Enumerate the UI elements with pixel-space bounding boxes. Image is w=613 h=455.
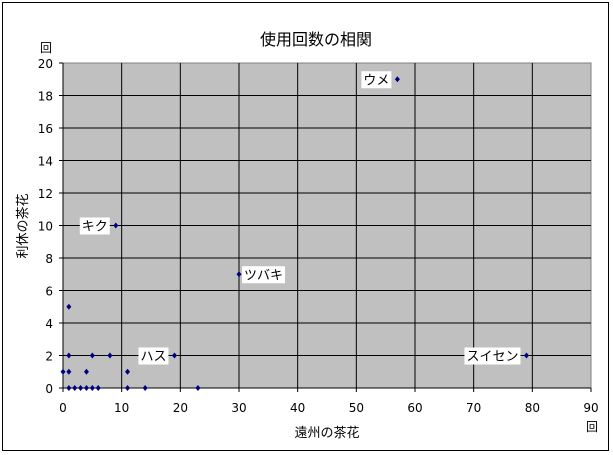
data-point (89, 385, 95, 391)
y-tick-label: 6 (45, 285, 53, 299)
point-annotation: キク (79, 217, 110, 235)
x-tick-label: 50 (349, 401, 364, 415)
data-point (125, 385, 131, 391)
gridlines (63, 63, 591, 388)
data-point (66, 303, 72, 310)
data-point (78, 385, 84, 391)
y-axis-unit: 回 (40, 41, 52, 55)
data-point (66, 368, 72, 375)
data-point (236, 271, 242, 278)
annotation-label: ハス (140, 350, 166, 365)
annotation-label: キク (82, 220, 108, 235)
data-point (83, 385, 89, 391)
y-tick-label: 4 (45, 317, 53, 331)
data-points (60, 76, 529, 391)
y-tick-label: 10 (38, 220, 53, 234)
x-tick-label: 60 (407, 401, 422, 415)
y-tick-label: 18 (38, 90, 53, 104)
data-point (89, 352, 95, 359)
y-tick-label: 14 (38, 155, 53, 169)
y-tick-label: 8 (45, 252, 53, 266)
data-point (60, 368, 66, 375)
y-axis-label: 利休の茶花 (15, 193, 31, 258)
y-tick-label: 0 (45, 382, 53, 396)
x-tick-label: 90 (583, 401, 598, 415)
x-axis-unit: 回 (586, 420, 598, 434)
point-annotation: スイセン (464, 347, 521, 365)
point-annotation: ツバキ (242, 266, 286, 284)
data-point (125, 368, 131, 375)
x-tick-label: 70 (466, 401, 481, 415)
annotation-box (464, 347, 521, 365)
data-point (394, 76, 400, 83)
data-point (171, 352, 177, 359)
x-tick-label: 80 (525, 401, 540, 415)
annotation-label: ウメ (363, 73, 389, 88)
y-axis-ticks: 0 2 4 6 8 10 12 14 16 18 20 (38, 57, 63, 396)
x-tick-label: 20 (173, 401, 188, 415)
x-tick-label: 0 (59, 401, 67, 415)
x-tick-label: 10 (114, 401, 129, 415)
y-tick-label: 12 (38, 187, 53, 201)
annotation-label: ツバキ (244, 268, 283, 283)
data-point (142, 385, 148, 391)
data-point (66, 385, 72, 391)
annotation-box (79, 217, 110, 235)
point-annotation: ハス (138, 347, 169, 365)
annotation-box (138, 347, 169, 365)
y-tick-label: 16 (38, 122, 53, 136)
data-point (107, 352, 113, 359)
data-point (66, 352, 72, 359)
y-tick-label: 20 (38, 57, 53, 71)
data-point (195, 385, 201, 391)
data-point (113, 222, 119, 229)
x-axis-ticks: 0 10 20 30 40 50 60 70 80 90 (59, 63, 599, 415)
annotation-box (242, 266, 286, 284)
x-axis-label: 遠州の茶花 (294, 425, 359, 441)
data-point (95, 385, 101, 391)
data-point (83, 368, 89, 375)
annotation-label: スイセン (466, 350, 518, 365)
chart-title: 使用回数の相関 (260, 30, 372, 49)
x-tick-label: 40 (290, 401, 305, 415)
point-annotation: ウメ (361, 71, 392, 89)
data-point (523, 352, 529, 359)
x-tick-label: 30 (231, 401, 246, 415)
annotation-box (361, 71, 392, 89)
y-tick-label: 2 (45, 350, 53, 364)
data-point (72, 385, 78, 391)
